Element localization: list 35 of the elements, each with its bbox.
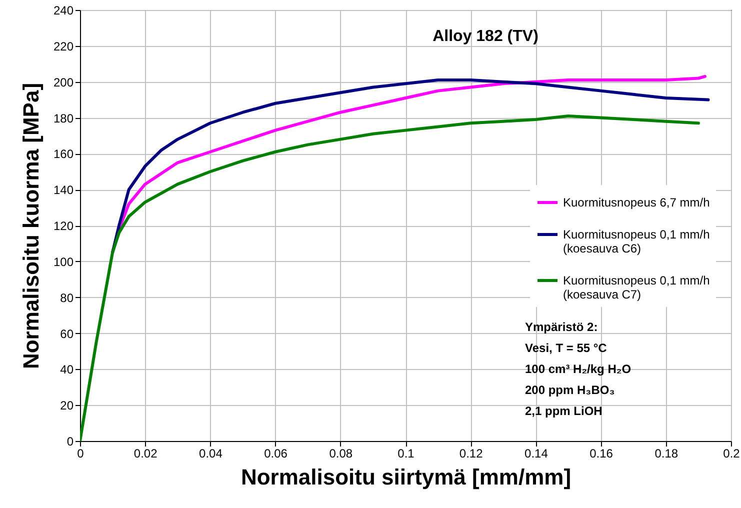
y-tick-label: 100 [53,254,74,269]
y-tick-label: 0 [66,434,74,448]
x-axis-title: Normalisoitu siirtymä [mm/mm] [240,464,572,490]
y-tick-label: 140 [53,183,74,198]
y-tick-label: 80 [60,290,74,305]
annotation: 200 ppm H₃BO₃ [525,383,615,397]
y-tick-label: 180 [53,111,74,126]
y-tick-label: 40 [60,362,74,377]
x-tick-label: 0.06 [264,446,288,460]
y-axis-title: Normalisoitu kuorma [MPa] [18,82,44,370]
text: Alloy 182 (TV) [432,28,538,45]
x-tick-label: 0.02 [134,446,158,460]
y-tick-label: 160 [53,147,74,162]
y-tick-label: 240 [53,4,74,18]
annotation: 100 cm³ H₂/kg H₂O [525,362,632,376]
x-tick-label: 0.2 [723,446,740,460]
annotation: Ympäristö 2: [525,320,598,334]
legend-label: Kuormitusnopeus 6,7 mm/h [563,196,710,210]
annotation: 2,1 ppm LiOH [525,404,602,418]
legend-label: Kuormitusnopeus 0,1 mm/h (koesauva C7) [563,274,710,302]
legend-label: Kuormitusnopeus 0,1 mm/h (koesauva C6) [563,228,710,256]
y-tick-label: 200 [53,75,74,90]
x-tick-label: 0.04 [199,446,223,460]
x-tick-label: 0.08 [329,446,353,460]
x-tick-label: 0.14 [524,446,548,460]
y-tick-label: 20 [60,398,74,413]
x-tick-label: 0.12 [459,446,484,460]
y-tick-label: 220 [53,39,74,54]
annotation: Vesi, T = 55 °C [525,341,608,355]
x-tick-label: 0.16 [590,446,614,460]
y-tick-label: 120 [53,219,74,233]
x-tick-label: 0 [77,446,84,460]
x-tick-label: 0.18 [654,446,678,460]
x-tick-label: 0.1 [398,446,415,460]
y-tick-label: 60 [60,326,74,341]
